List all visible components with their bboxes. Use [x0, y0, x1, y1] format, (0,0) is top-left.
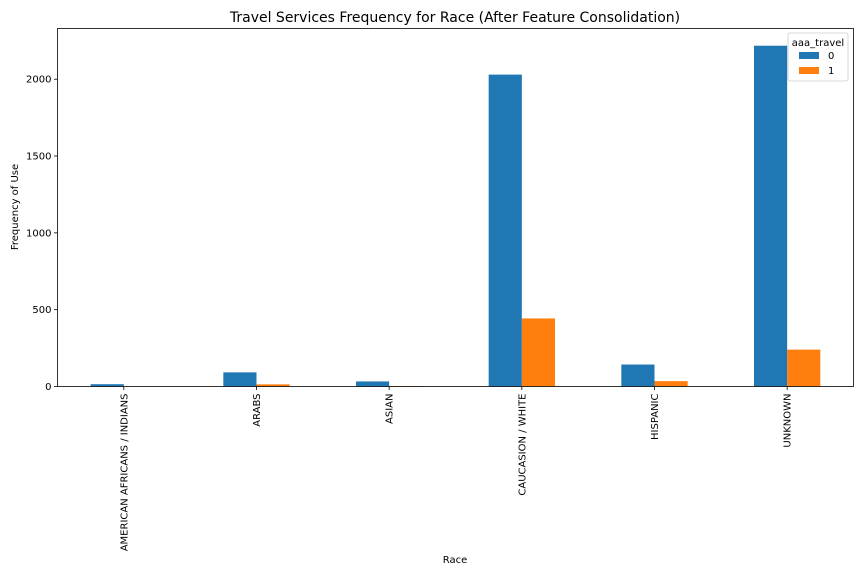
- bar-series-1: [521, 318, 555, 387]
- bar-series-0: [223, 372, 257, 387]
- legend-swatch: [799, 52, 819, 59]
- bar-series-1: [787, 349, 821, 387]
- y-tick-label: 0: [45, 382, 51, 393]
- bar-series-0: [754, 45, 788, 387]
- x-tick-label: CAUCASION / WHITE: [517, 394, 528, 496]
- bars-group: [90, 45, 821, 387]
- legend-label: 0: [828, 51, 834, 62]
- x-tick-label: HISPANIC: [650, 393, 661, 439]
- x-axis-ticks: AMERICAN AFRICANS / INDIANS ARABS ASIAN CAU…: [119, 386, 794, 552]
- legend-entries: 01: [799, 51, 834, 77]
- bar-series-0: [356, 381, 390, 387]
- x-tick-label: AMERICAN AFRICANS / INDIANS: [119, 394, 130, 552]
- legend-swatch: [799, 67, 819, 74]
- y-axis-label: Frequency of Use: [10, 164, 21, 250]
- x-tick-label: ASIAN: [385, 394, 396, 424]
- legend-label: 1: [828, 66, 834, 77]
- y-tick-label: 2000: [26, 75, 51, 86]
- y-tick-label: 1000: [26, 228, 51, 239]
- chart-title: Travel Services Frequency for Race (Afte…: [229, 10, 680, 26]
- y-tick-label: 1500: [26, 152, 51, 163]
- plot-area: AMERICAN AFRICANS / INDIANS ARABS ASIAN CAU…: [26, 28, 854, 552]
- legend: aaa_travel 01: [787, 32, 849, 82]
- bar-series-1: [654, 381, 688, 387]
- x-tick-label: ARABS: [252, 394, 263, 427]
- y-tick-label: 500: [32, 305, 51, 316]
- y-axis-ticks: 0 500 1000 1500 2000: [26, 75, 58, 393]
- x-axis-label: Race: [443, 555, 468, 566]
- bar-series-0: [621, 364, 655, 387]
- bar-series-0: [90, 384, 124, 387]
- plot-frame: [57, 28, 854, 387]
- bar-series-1: [256, 384, 290, 387]
- legend-title: aaa_travel: [792, 38, 844, 49]
- x-tick-label: UNKNOWN: [783, 394, 794, 448]
- bar-series-0: [488, 74, 522, 387]
